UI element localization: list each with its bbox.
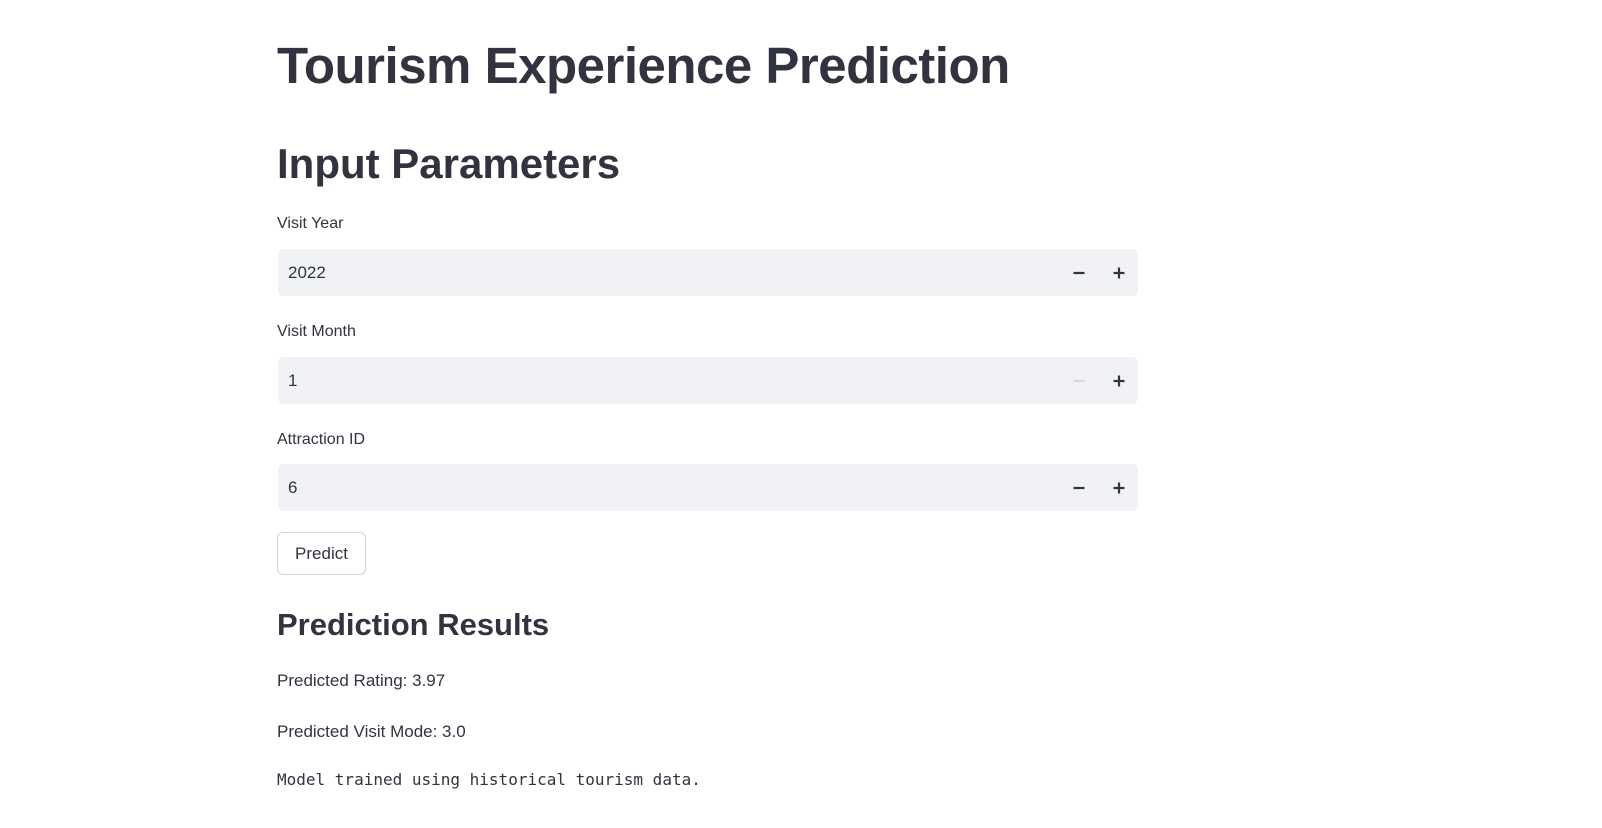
visit-month-label: Visit Month bbox=[277, 323, 356, 340]
minus-icon bbox=[1073, 271, 1085, 274]
visit-year-input[interactable]: 2022 bbox=[278, 249, 1138, 296]
visit-month-input[interactable]: 1 bbox=[278, 357, 1138, 404]
visit-year-decrement-button[interactable] bbox=[1059, 249, 1099, 296]
visit-month-value[interactable]: 1 bbox=[288, 371, 298, 390]
visit-month-decrement-button bbox=[1059, 357, 1099, 404]
attraction-id-decrement-button[interactable] bbox=[1059, 464, 1099, 511]
model-note-code: Model trained using historical tourism d… bbox=[277, 770, 701, 789]
attraction-id-label: Attraction ID bbox=[277, 431, 366, 448]
plus-icon bbox=[1113, 267, 1125, 278]
predicted-rating-text: Predicted Rating: 3.97 bbox=[277, 671, 446, 690]
attraction-id-increment-button[interactable] bbox=[1099, 464, 1139, 511]
plus-icon bbox=[1113, 375, 1125, 386]
attraction-id-input[interactable]: 6 bbox=[278, 464, 1138, 511]
minus-icon bbox=[1073, 379, 1085, 382]
prediction-results-heading: Prediction Results bbox=[277, 607, 550, 642]
plus-icon bbox=[1113, 482, 1125, 493]
visit-year-value[interactable]: 2022 bbox=[288, 263, 326, 282]
input-parameters-heading: Input Parameters bbox=[277, 140, 621, 187]
visit-year-label: Visit Year bbox=[277, 215, 344, 232]
attraction-id-value[interactable]: 6 bbox=[288, 478, 298, 497]
minus-icon bbox=[1073, 486, 1085, 489]
predict-button[interactable]: Predict bbox=[277, 532, 366, 575]
page-title: Tourism Experience Prediction bbox=[277, 37, 1010, 94]
visit-year-increment-button[interactable] bbox=[1099, 249, 1139, 296]
predicted-visit-mode-text: Predicted Visit Mode: 3.0 bbox=[277, 722, 466, 741]
visit-month-increment-button[interactable] bbox=[1099, 357, 1139, 404]
